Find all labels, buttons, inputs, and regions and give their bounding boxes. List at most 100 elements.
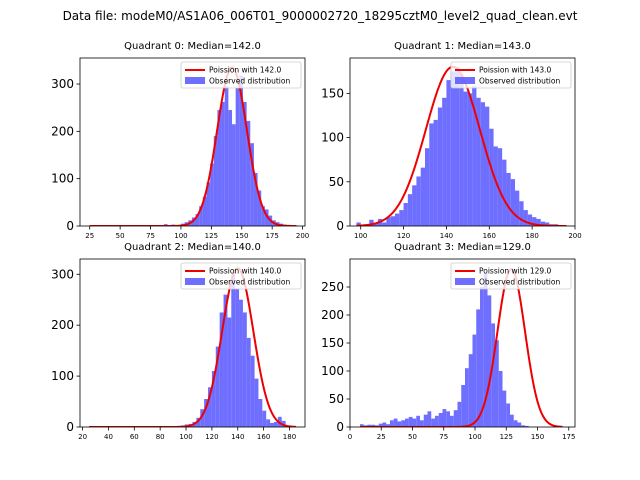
histogram-bar [390, 420, 394, 427]
histogram-bar [224, 86, 229, 226]
y-tick-label: 100 [321, 364, 344, 378]
histogram-bar [472, 334, 477, 427]
y-tick-label: 200 [51, 124, 74, 138]
histogram-bar [250, 143, 254, 226]
x-tick-label: 160 [257, 433, 270, 441]
axes-frame [79, 258, 306, 428]
histogram-bar [206, 182, 211, 226]
legend-box [450, 262, 572, 290]
histogram-bar [246, 337, 251, 427]
histogram-bar [506, 172, 511, 226]
x-tick-label: 200 [296, 232, 309, 240]
x-tick-label: 150 [235, 232, 248, 240]
histogram-bar [420, 167, 425, 226]
histogram-bar [204, 399, 209, 427]
histogram-bar [369, 219, 374, 226]
histogram-bar [487, 295, 492, 427]
histogram-bar [463, 91, 468, 226]
histogram-bar [356, 222, 361, 226]
legend-hist-label: Observed distribution [209, 77, 290, 86]
y-tick-label: 200 [51, 318, 74, 332]
x-tick-label: 80 [156, 433, 165, 441]
x-tick-label: 125 [500, 433, 513, 441]
histogram-bar [489, 128, 494, 226]
histogram-bar [232, 124, 236, 226]
histogram-bar [215, 346, 220, 427]
x-tick-label: 125 [205, 232, 218, 240]
x-tick-label: 180 [283, 433, 296, 441]
x-tick-label: 0 [348, 433, 352, 441]
histogram-bar [386, 217, 391, 226]
legend: Poission with 129.0 Observed distribution [450, 262, 572, 290]
histogram-bar [235, 87, 240, 226]
histogram-bar [399, 210, 404, 226]
x-tick-label: 100 [179, 433, 192, 441]
axes-frame [79, 57, 306, 227]
histogram-bar [433, 119, 438, 226]
histogram-bar [228, 110, 233, 226]
histogram-bar [437, 107, 443, 226]
histogram-bar [210, 163, 214, 226]
x-tick-label: 50 [408, 433, 417, 441]
histogram-bar [408, 416, 413, 427]
x-tick-label: 160 [483, 232, 496, 240]
histogram-bar [407, 194, 413, 226]
histogram-bar [438, 413, 443, 427]
histogram-bar [491, 323, 495, 427]
y-tick-label: 150 [321, 336, 344, 350]
histogram-bar [493, 146, 498, 226]
histogram-bar [242, 102, 247, 226]
histogram-bar [382, 422, 387, 427]
x-tick-label: 140 [440, 232, 453, 240]
histogram-bar [401, 420, 405, 427]
histogram-bar [412, 418, 417, 427]
histogram-bar [476, 309, 480, 427]
histogram-bar [476, 97, 481, 226]
histogram-bar [472, 86, 477, 226]
histogram-bar [459, 73, 464, 226]
histogram-bar [262, 410, 267, 427]
histogram-bar [515, 190, 520, 226]
histogram-bar [405, 418, 409, 427]
histogram-bar [213, 136, 218, 226]
histogram-bar [480, 287, 484, 427]
histogram-bar [382, 222, 387, 226]
histogram-bar [423, 414, 428, 427]
histogram-bar [390, 216, 395, 226]
panel-quadrant-0: Quadrant 0: Median=142.0 0 100 200 300 25 50 75… [51, 41, 309, 240]
x-tick-label: 100 [354, 232, 367, 240]
x-tick-label: 120 [205, 433, 218, 441]
x-tick-label: 100 [468, 433, 481, 441]
y-tick-label: 100 [321, 131, 344, 145]
legend-hist-swatch [185, 77, 205, 84]
histogram-bar [450, 415, 454, 427]
x-tick-label: 120 [397, 232, 410, 240]
histogram-bar [510, 179, 515, 226]
y-tick-label: 50 [329, 392, 344, 406]
x-tick-label: 175 [265, 232, 278, 240]
histogram-bar [425, 148, 430, 226]
x-tick-label: 20 [78, 433, 87, 441]
histogram-bar [450, 71, 455, 226]
histogram-bar [395, 213, 400, 226]
plot-area [360, 268, 563, 427]
x-tick-label: 50 [116, 232, 125, 240]
histogram-bar [427, 411, 432, 427]
histogram-bar [485, 106, 490, 226]
histogram-bar [246, 120, 251, 226]
histogram-bar [536, 218, 541, 226]
histogram-bar [403, 203, 408, 226]
legend: Poission with 142.0 Observed distribution [180, 61, 302, 89]
histogram-bar [223, 294, 228, 427]
x-tick-label: 200 [568, 232, 581, 240]
histogram-bar [510, 414, 514, 427]
histogram-bar [467, 93, 473, 226]
histogram-bar [498, 371, 503, 427]
x-tick-label: 40 [104, 433, 113, 441]
axes-frame [349, 57, 576, 227]
legend-fit-label: Poission with 129.0 [479, 267, 552, 276]
histogram-bar [264, 209, 269, 226]
histogram-bar [191, 217, 196, 226]
